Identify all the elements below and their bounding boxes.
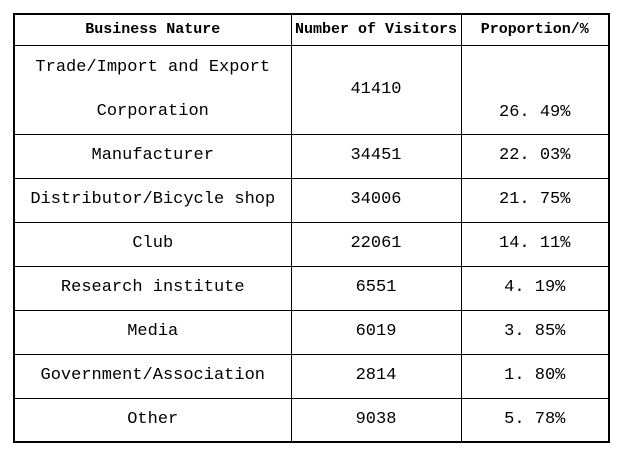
business-nature-cell: Government/Association bbox=[13, 353, 292, 399]
nature-line: Research institute bbox=[60, 278, 245, 297]
visitors-cell: 6551 bbox=[290, 265, 462, 311]
business-nature-cell: Club bbox=[13, 221, 292, 267]
header-row: Business Nature Number of Visitors Propo… bbox=[13, 13, 610, 46]
proportion-cell: 4. 19% bbox=[460, 265, 610, 311]
nature-line: Government/Association bbox=[40, 366, 265, 385]
proportion-cell: 22. 03% bbox=[460, 133, 610, 179]
nature-line: Manufacturer bbox=[91, 146, 214, 165]
business-nature-cell: Manufacturer bbox=[13, 133, 292, 179]
table-row: Other 9038 5. 78% bbox=[13, 397, 610, 443]
visitors-cell: 22061 bbox=[290, 221, 462, 267]
proportion-cell: 21. 75% bbox=[460, 177, 610, 223]
nature-line: Distributor/Bicycle shop bbox=[30, 190, 276, 209]
column-header-number-of-visitors: Number of Visitors bbox=[290, 13, 462, 46]
nature-line: Corporation bbox=[96, 101, 209, 121]
visitors-cell: 2814 bbox=[290, 353, 462, 399]
visitors-cell: 9038 bbox=[290, 397, 462, 443]
table-row: Media 6019 3. 85% bbox=[13, 309, 610, 355]
table-row: Club 22061 14. 11% bbox=[13, 221, 610, 267]
business-nature-cell: Trade/Import and Export Corporation bbox=[13, 44, 292, 135]
table-body: Trade/Import and Export Corporation 41410 2… bbox=[13, 44, 610, 443]
visitors-cell: 6019 bbox=[290, 309, 462, 355]
nature-line: Media bbox=[127, 322, 179, 341]
column-header-proportion: Proportion/% bbox=[460, 13, 610, 46]
business-nature-cell: Media bbox=[13, 309, 292, 355]
column-header-business-nature: Business Nature bbox=[13, 13, 292, 46]
table-row: Government/Association 2814 1. 80% bbox=[13, 353, 610, 399]
proportion-cell: 3. 85% bbox=[460, 309, 610, 355]
table-row: Research institute 6551 4. 19% bbox=[13, 265, 610, 311]
table-row: Distributor/Bicycle shop 34006 21. 75% bbox=[13, 177, 610, 223]
visitors-cell: 34006 bbox=[290, 177, 462, 223]
visitors-cell: 34451 bbox=[290, 133, 462, 179]
business-nature-cell: Distributor/Bicycle shop bbox=[13, 177, 292, 223]
proportion-cell: 14. 11% bbox=[460, 221, 610, 267]
business-nature-cell: Research institute bbox=[13, 265, 292, 311]
nature-line: Club bbox=[132, 234, 174, 253]
nature-line: Trade/Import and Export bbox=[35, 57, 271, 77]
proportion-cell: 1. 80% bbox=[460, 353, 610, 399]
business-nature-cell: Other bbox=[13, 397, 292, 443]
table-row: Manufacturer 34451 22. 03% bbox=[13, 133, 610, 179]
visitors-cell: 41410 bbox=[290, 44, 462, 135]
table-row: Trade/Import and Export Corporation 41410 2… bbox=[13, 44, 610, 135]
proportion-cell: 5. 78% bbox=[460, 397, 610, 443]
visitor-statistics-table: Business Nature Number of Visitors Propo… bbox=[13, 13, 610, 443]
proportion-cell: 26. 49% bbox=[460, 44, 610, 135]
nature-line: Other bbox=[127, 409, 179, 429]
